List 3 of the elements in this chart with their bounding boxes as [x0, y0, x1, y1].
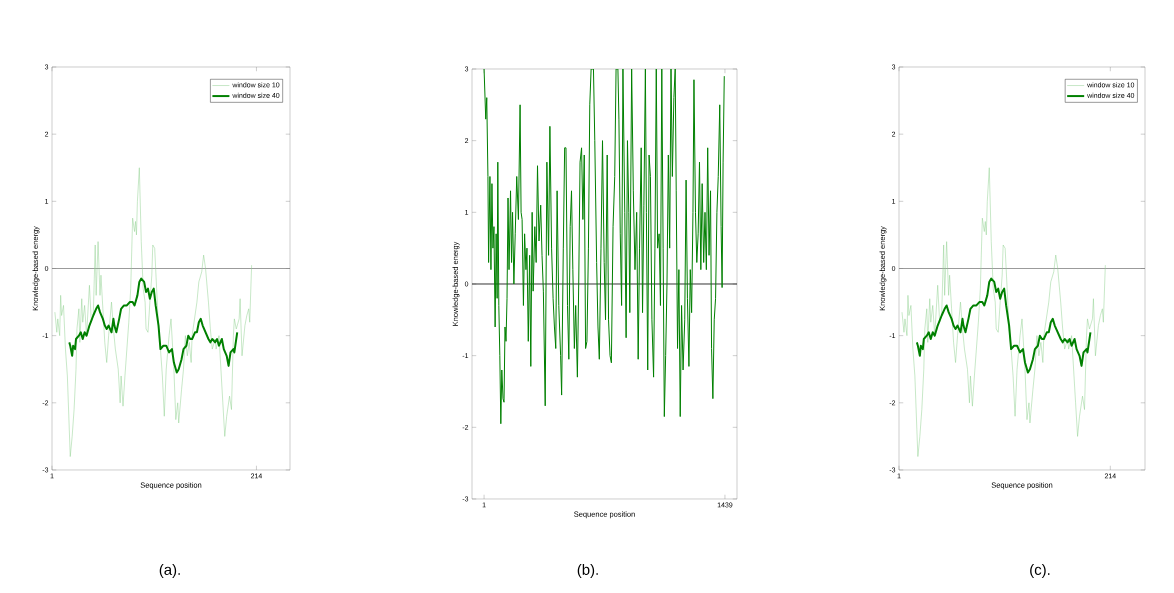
text: (a). [159, 564, 180, 578]
text: (b). [577, 564, 598, 578]
text: (c). [1030, 564, 1050, 578]
